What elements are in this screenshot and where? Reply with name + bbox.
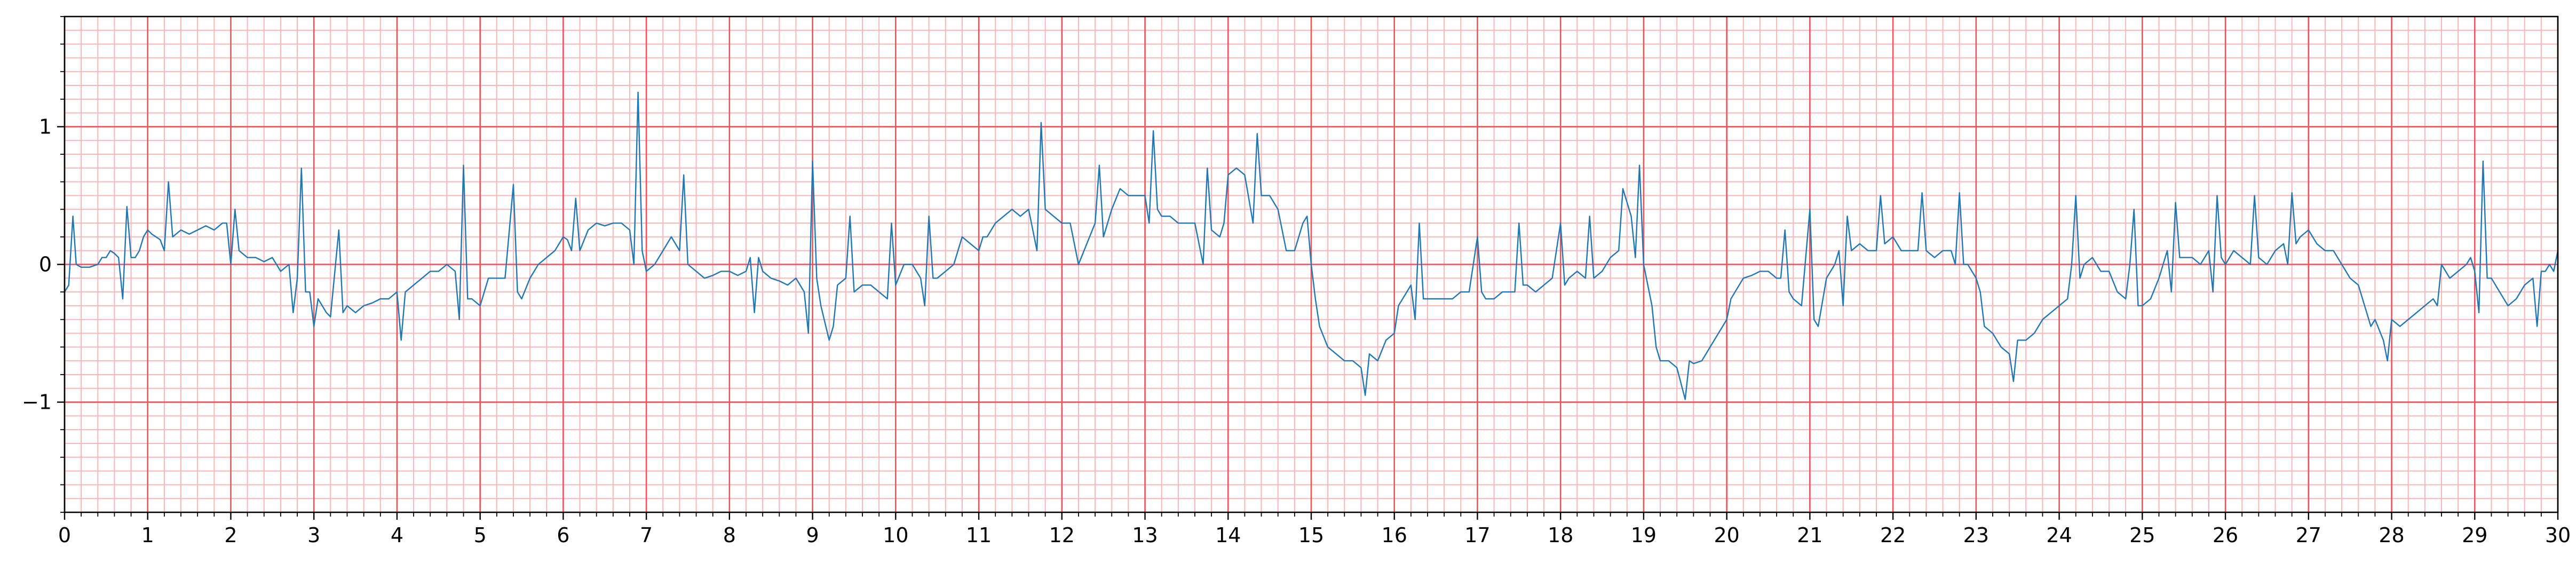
x-tick-label: 21 xyxy=(1797,524,1822,547)
x-tick-label: 8 xyxy=(723,524,736,547)
x-tick-label: 27 xyxy=(2296,524,2321,547)
x-tick-label: 4 xyxy=(391,524,403,547)
x-tick-label: 22 xyxy=(1880,524,1906,547)
x-tick-label: 1 xyxy=(141,524,154,547)
x-tick-label: 18 xyxy=(1548,524,1573,547)
x-tick-label: 24 xyxy=(2046,524,2072,547)
x-tick-label: 15 xyxy=(1298,524,1324,547)
y-tick-label: 0 xyxy=(39,253,52,276)
ecg-signal-line xyxy=(64,91,2559,400)
x-tick-label: 17 xyxy=(1464,524,1490,547)
x-tick-label: 23 xyxy=(1963,524,1989,547)
x-axis-ticks: 0 1 2 3 4 5 6 7 8 9 10 11 12 13 14 15 16 17 18 19 20 21 22 23 24… xyxy=(58,512,2571,547)
x-tick-label: 6 xyxy=(557,524,569,547)
x-tick-label: 19 xyxy=(1631,524,1656,547)
x-tick-label: 12 xyxy=(1049,524,1075,547)
x-tick-label: 29 xyxy=(2462,524,2487,547)
x-tick-label: 16 xyxy=(1382,524,1407,547)
x-tick-label: 28 xyxy=(2379,524,2404,547)
x-tick-label: 13 xyxy=(1132,524,1158,547)
y-tick-label: 1 xyxy=(39,115,52,138)
x-tick-label: 30 xyxy=(2545,524,2571,547)
x-tick-label: 26 xyxy=(2213,524,2238,547)
x-tick-label: 11 xyxy=(966,524,992,547)
x-tick-label: 9 xyxy=(806,524,819,547)
x-tick-label: 14 xyxy=(1215,524,1241,547)
x-tick-label: 25 xyxy=(2129,524,2155,547)
x-tick-label: 3 xyxy=(307,524,320,547)
y-tick-label: −1 xyxy=(22,391,52,414)
x-tick-label: 20 xyxy=(1714,524,1739,547)
x-tick-label: 2 xyxy=(224,524,237,547)
x-tick-label: 7 xyxy=(640,524,653,547)
x-tick-label: 0 xyxy=(58,524,71,547)
y-axis-ticks: −1 0 1 xyxy=(22,16,65,513)
x-tick-label: 5 xyxy=(474,524,487,547)
x-tick-label: 10 xyxy=(883,524,908,547)
